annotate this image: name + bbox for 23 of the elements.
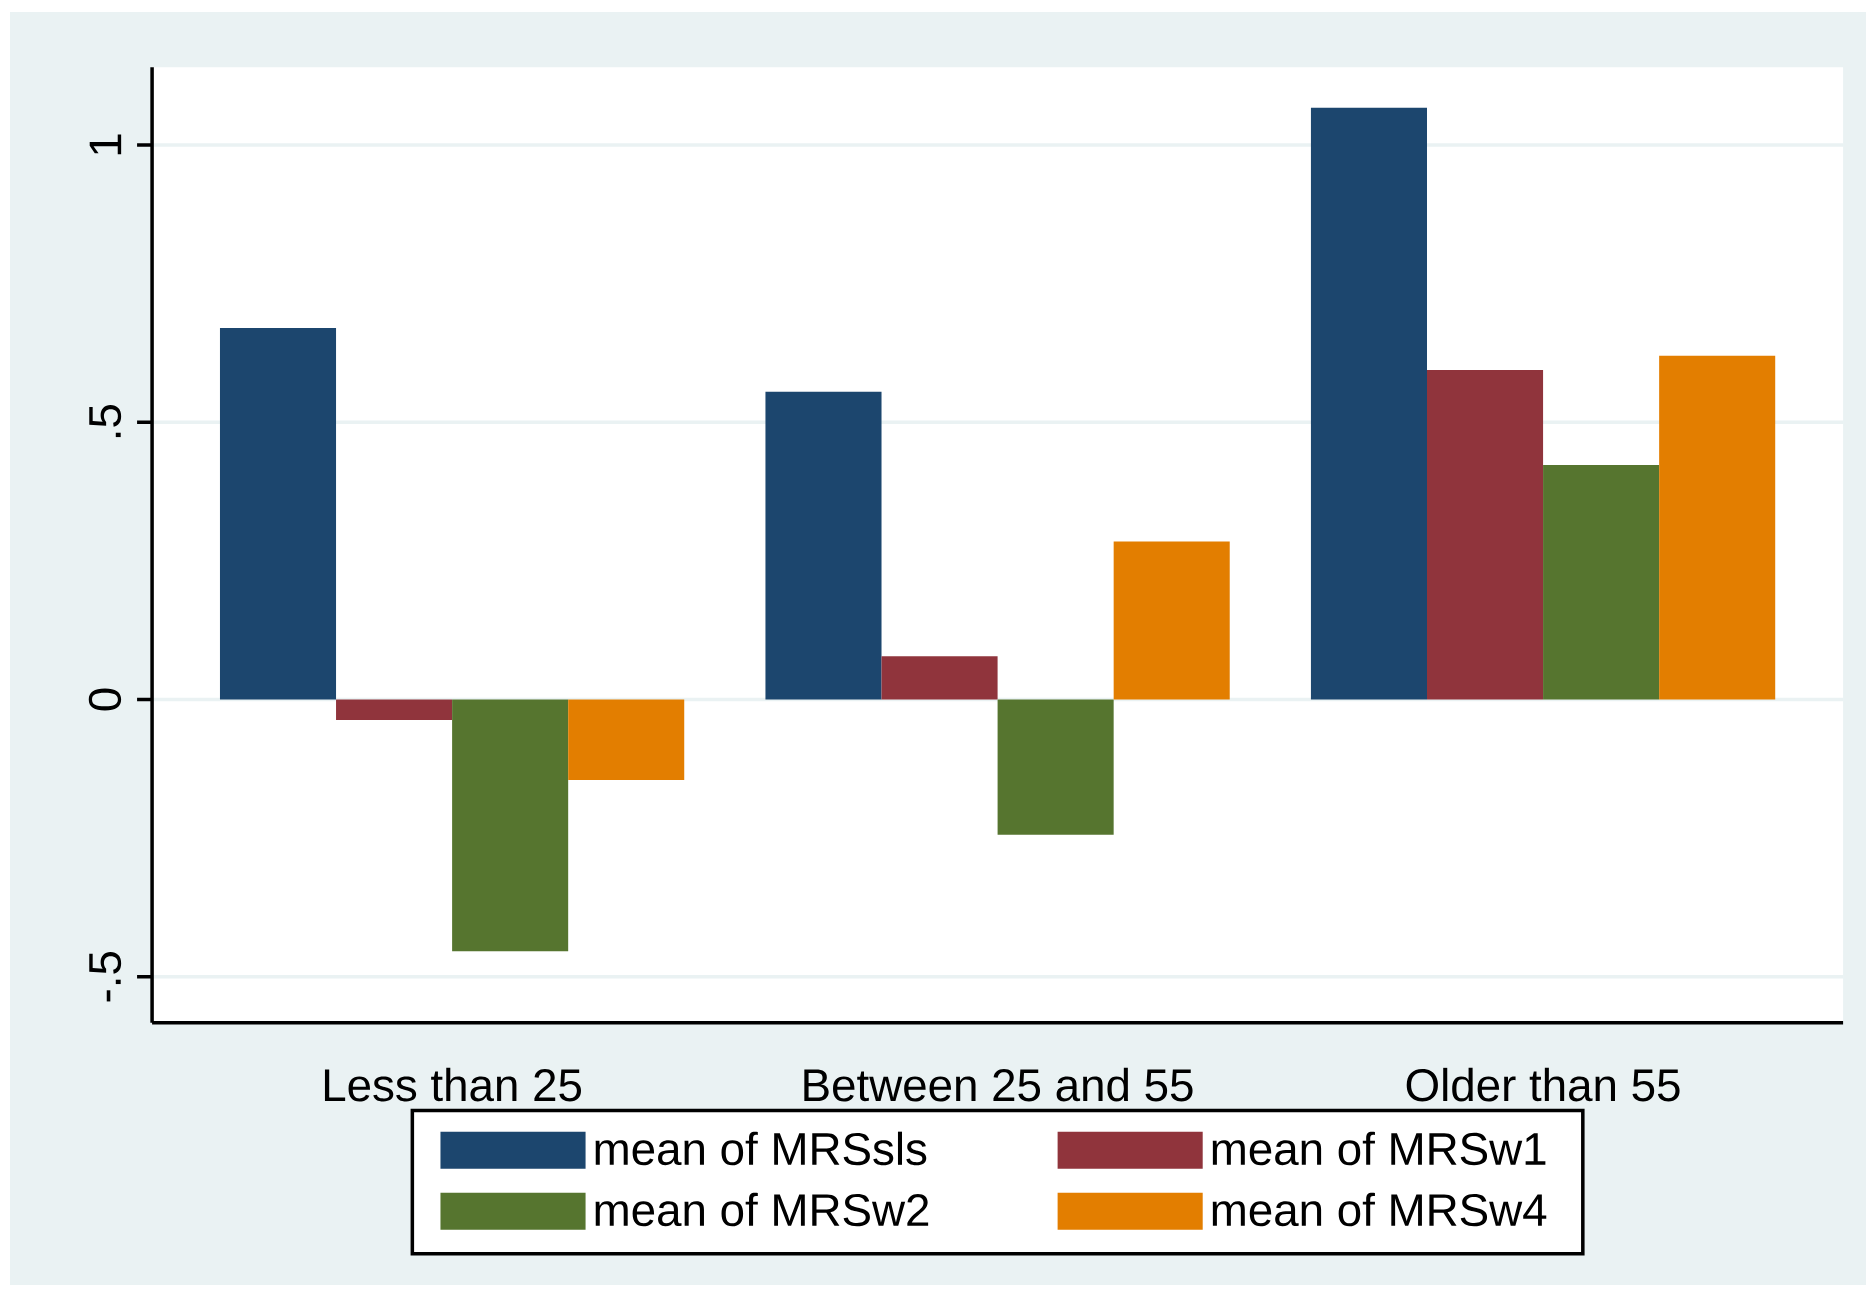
y-tick-label: -.5 (89, 952, 122, 1002)
bar (881, 656, 998, 700)
bar (765, 391, 882, 700)
bar (1427, 370, 1544, 700)
legend-label: mean of MRSsls (595, 1131, 927, 1166)
legend-label: mean of MRSw4 (1212, 1192, 1547, 1227)
bar (1310, 107, 1427, 700)
bar (997, 699, 1114, 835)
x-tick-label: Between 25 and 55 (804, 1067, 1193, 1102)
x-tick-label: Older than 55 (1406, 1067, 1680, 1102)
legend-label: mean of MRSw2 (595, 1192, 929, 1227)
y-tick-label: .5 (89, 405, 122, 438)
bar (219, 327, 337, 700)
y-tick-label: 0 (88, 688, 122, 711)
bar (452, 699, 569, 952)
bar (336, 699, 453, 721)
bar (1659, 355, 1776, 700)
legend-label: mean of MRSw1 (1212, 1131, 1546, 1166)
bar (1543, 464, 1660, 700)
bar (1113, 541, 1230, 700)
bar (568, 699, 685, 780)
y-tick-label: 1 (89, 134, 122, 155)
x-tick-label: Less than 25 (324, 1067, 582, 1102)
